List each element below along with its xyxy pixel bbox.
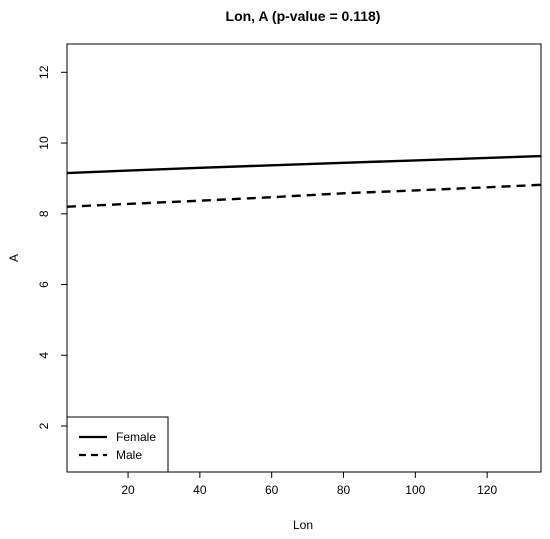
series-line-male [66,183,542,208]
x-tick-label: 60 [265,483,279,497]
series-line-female [66,154,542,175]
y-tick-label: 8 [37,210,51,217]
plot-area-border [66,43,542,473]
y-tick-label: 4 [37,352,51,359]
x-tick-label: 20 [121,483,135,497]
legend: Female Male [66,416,169,473]
y-tick-label: 10 [37,136,51,150]
y-tick-label: 6 [37,281,51,288]
y-axis-label: A [7,254,21,262]
x-tick-label: 120 [477,483,497,497]
y-axis: 2 4 6 8 10 12 [37,65,67,429]
legend-box [66,416,169,473]
chart-title: Lon, A (p-value = 0.118) [226,8,381,24]
legend-label-male: Male [116,448,142,462]
x-tick-label: 40 [193,483,207,497]
y-tick-label: 2 [37,422,51,429]
series-layer [66,154,542,208]
legend-label-female: Female [116,430,156,444]
x-axis-label: Lon [293,518,313,532]
x-tick-label: 80 [337,483,351,497]
x-axis: 20 40 60 80 100 120 [121,472,497,497]
x-tick-label: 100 [405,483,425,497]
y-tick-label: 12 [37,65,51,79]
